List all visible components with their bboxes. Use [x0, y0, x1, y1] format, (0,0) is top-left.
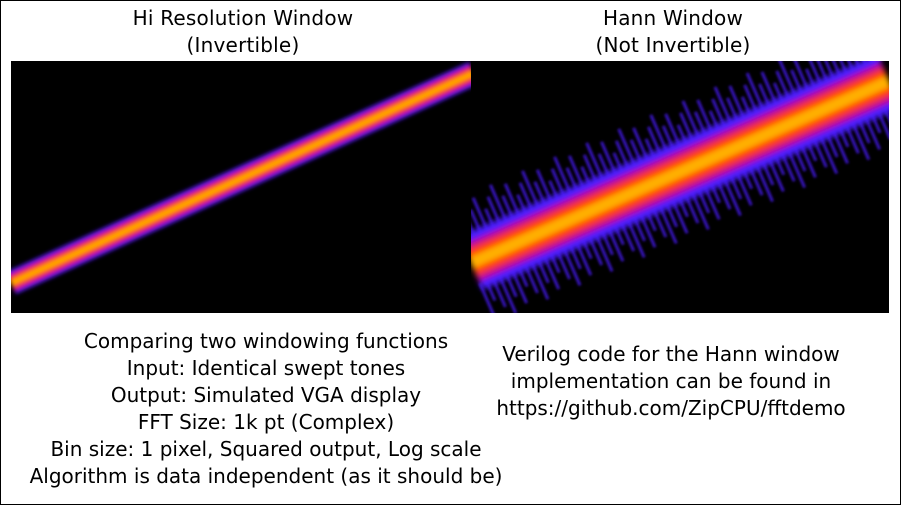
- caption-line: Verilog code for the Hann window: [502, 342, 840, 366]
- caption-line: Bin size: 1 pixel, Squared output, Log s…: [50, 437, 482, 461]
- right-title-line2: (Not Invertible): [595, 33, 751, 57]
- caption-line: FFT Size: 1k pt (Complex): [137, 410, 395, 434]
- hann-band-core: [471, 75, 889, 269]
- hann-sidelobe-ripple: [722, 176, 742, 217]
- hann-sidelobe-ripple: [553, 156, 573, 196]
- hann-sidelobe-ripple: [471, 224, 477, 238]
- caption-line: Comparing two windowing functions: [83, 329, 449, 353]
- hann-window-spectrogram: [471, 61, 889, 313]
- hann-sidelobe-ripple: [478, 282, 495, 313]
- right-title-line1: Hann Window: [602, 6, 744, 30]
- left-caption: Comparing two windowing functions Input:…: [1, 328, 531, 490]
- caption-line: Algorithm is data independent (as it sho…: [29, 464, 503, 488]
- hann-sidelobe-ripple: [561, 246, 582, 286]
- hann-sidelobe-ripple: [585, 142, 605, 182]
- hann-sidelobe-ripple: [521, 170, 541, 210]
- hi-res-band-core: [11, 70, 474, 286]
- left-title-line2: (Invertible): [186, 33, 300, 57]
- hann-sidelobe-ripple: [617, 128, 637, 168]
- hann-sidelobe-ripple: [882, 106, 889, 123]
- caption-line: Input: Identical swept tones: [126, 356, 406, 380]
- left-title-line1: Hi Resolution Window: [132, 6, 354, 30]
- left-panel-title: Hi Resolution Window (Invertible): [13, 5, 473, 59]
- hann-sidelobe-ripple: [778, 61, 798, 99]
- hann-sidelobe-ripple: [745, 72, 766, 113]
- hann-sidelobe-ripple: [658, 204, 678, 245]
- caption-line: Output: Simulated VGA display: [110, 383, 422, 407]
- hi-res-spectrogram-image: [11, 61, 474, 313]
- hi-resolution-window-spectrogram: [11, 61, 474, 313]
- hann-spectrogram-image: [471, 61, 889, 313]
- repository-url: https://github.com/ZipCPU/fftdemo: [496, 396, 846, 420]
- caption-line: implementation can be found in: [510, 369, 832, 393]
- hann-sidelobe-ripple: [489, 184, 509, 224]
- right-caption: Verilog code for the Hann window impleme…: [471, 341, 871, 422]
- right-panel-title: Hann Window (Not Invertible): [473, 5, 873, 59]
